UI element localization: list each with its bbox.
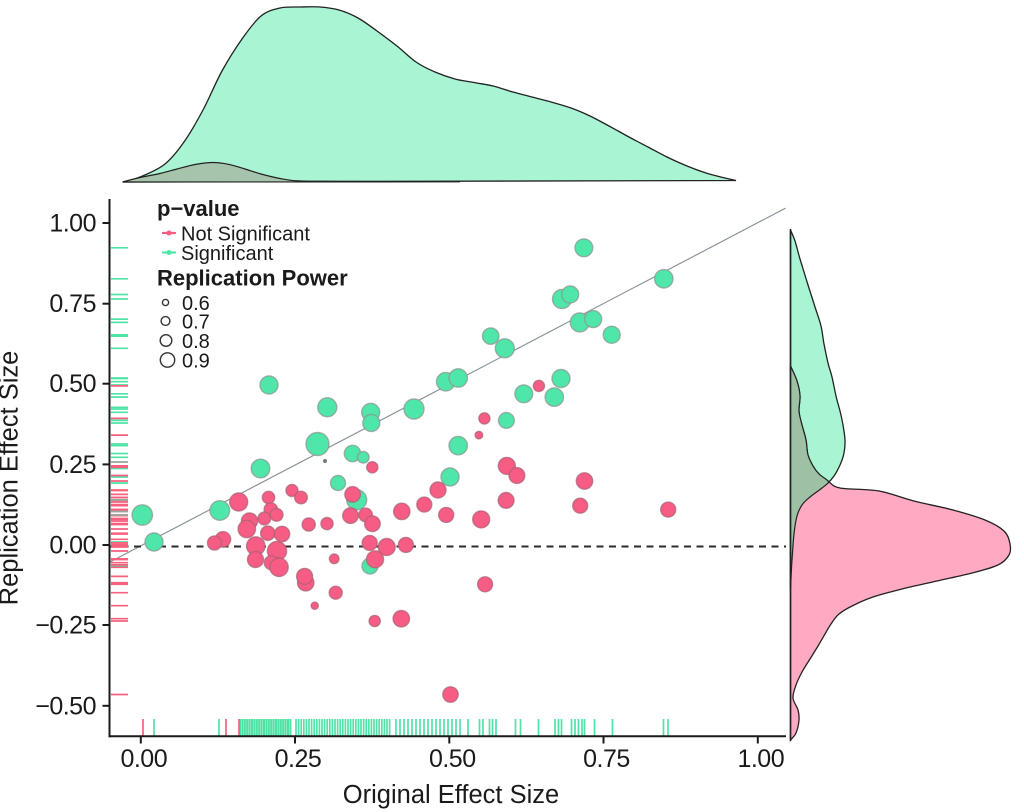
svg-text:p−value: p−value [157, 196, 240, 221]
svg-text:0.6: 0.6 [182, 293, 210, 315]
svg-text:0.75: 0.75 [583, 745, 630, 773]
svg-text:0.25: 0.25 [49, 451, 96, 479]
svg-text:0.7: 0.7 [182, 312, 210, 334]
svg-text:−0.50: −0.50 [35, 692, 96, 720]
svg-text:0.50: 0.50 [49, 370, 96, 398]
svg-text:0.50: 0.50 [429, 745, 476, 773]
svg-text:0.8: 0.8 [182, 331, 210, 353]
svg-text:0.00: 0.00 [49, 532, 96, 560]
svg-text:Significant: Significant [181, 243, 274, 265]
svg-text:0.75: 0.75 [49, 290, 96, 318]
svg-text:0.00: 0.00 [120, 745, 167, 773]
svg-text:0.25: 0.25 [275, 745, 322, 773]
svg-text:Original Effect Size: Original Effect Size [343, 781, 559, 809]
svg-text:−0.25: −0.25 [35, 612, 96, 640]
svg-text:Replication Effect Size: Replication Effect Size [0, 351, 24, 606]
svg-text:Replication Power: Replication Power [157, 266, 348, 291]
svg-text:Not Significant: Not Significant [181, 224, 310, 246]
svg-text:0.9: 0.9 [182, 351, 210, 373]
svg-text:1.00: 1.00 [49, 210, 96, 238]
svg-text:1.00: 1.00 [737, 745, 784, 773]
